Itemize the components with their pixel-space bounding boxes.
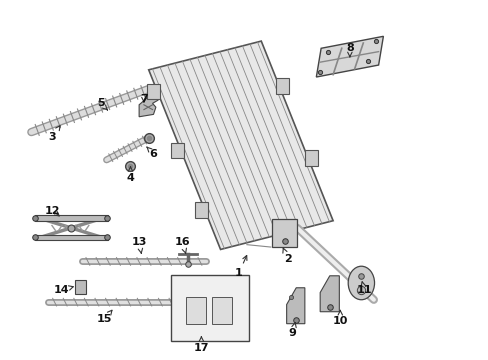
Text: 5: 5 [97, 98, 107, 110]
FancyBboxPatch shape [305, 150, 317, 166]
Polygon shape [320, 276, 339, 312]
Text: 13: 13 [131, 237, 146, 253]
Polygon shape [148, 41, 332, 249]
Text: 7: 7 [140, 94, 147, 104]
FancyBboxPatch shape [35, 215, 107, 221]
Text: 9: 9 [288, 323, 296, 338]
Text: 14: 14 [54, 285, 73, 295]
Polygon shape [139, 96, 158, 117]
Text: 11: 11 [356, 282, 371, 295]
Text: 1: 1 [234, 256, 246, 278]
Polygon shape [316, 36, 383, 77]
Text: 6: 6 [146, 147, 157, 159]
FancyBboxPatch shape [185, 297, 205, 324]
FancyBboxPatch shape [211, 297, 232, 324]
Text: 17: 17 [193, 337, 209, 353]
FancyBboxPatch shape [171, 143, 183, 158]
Text: 16: 16 [174, 237, 190, 253]
Text: 10: 10 [332, 310, 347, 326]
Text: 12: 12 [45, 206, 61, 216]
FancyBboxPatch shape [170, 275, 249, 341]
Text: 3: 3 [48, 126, 60, 142]
Text: 15: 15 [97, 310, 112, 324]
Text: 8: 8 [346, 43, 353, 57]
FancyBboxPatch shape [194, 202, 207, 217]
FancyBboxPatch shape [35, 235, 107, 240]
FancyBboxPatch shape [272, 219, 297, 247]
FancyBboxPatch shape [147, 84, 160, 99]
FancyBboxPatch shape [276, 78, 289, 94]
FancyBboxPatch shape [75, 280, 86, 294]
Text: 4: 4 [126, 167, 134, 183]
Text: 2: 2 [282, 248, 291, 264]
Ellipse shape [347, 266, 374, 300]
Polygon shape [286, 288, 304, 324]
